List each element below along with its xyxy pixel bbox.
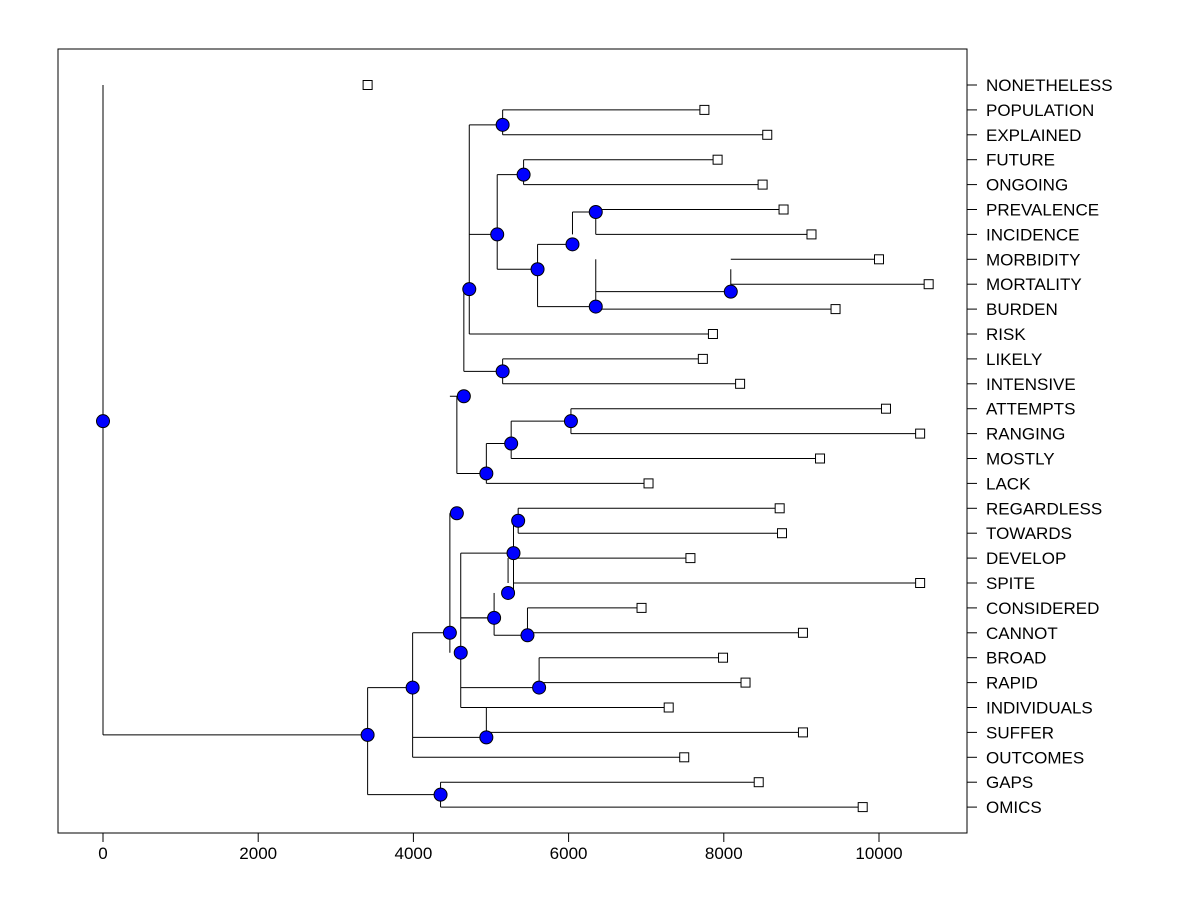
leaf-marker [777,528,787,539]
leaf-label: INDIVIDUALS [986,699,1093,718]
leaf-marker [712,154,723,165]
leaf-marker [636,602,647,613]
leaf-marker [880,403,891,414]
leaf-label: RISK [986,325,1026,344]
cluster-node-marker [442,625,457,640]
cluster-node-marker [563,414,578,429]
cluster-node-marker [495,364,510,379]
leaf-label: LACK [986,474,1031,493]
leaf-label: POPULATION [986,101,1094,120]
leaf-label: EXPLAINED [986,126,1081,145]
cluster-node-marker [433,787,448,802]
cluster-node-marker [405,680,420,695]
leaf-label: ATTEMPTS [986,400,1075,419]
x-axis-tick-label: 8000 [705,844,743,863]
leaf-label: INCIDENCE [986,225,1080,244]
leaf-label: FUTURE [986,151,1055,170]
leaf-label: NONETHELESS [986,76,1113,95]
leaf-marker [774,503,785,514]
leaf-marker [857,802,868,813]
leaf-label: SPITE [986,574,1035,593]
cluster-node-marker [565,237,580,252]
cluster-node-marker [530,262,545,277]
leaf-label: LIKELY [986,350,1042,369]
leaf-marker [923,279,934,290]
leaf-marker [915,578,926,588]
leaf-label: CONSIDERED [986,599,1099,618]
leaf-marker [915,428,926,439]
leaf-marker [735,378,746,389]
cluster-node-marker [516,167,531,182]
leaf-label: BROAD [986,649,1046,668]
leaf-marker [757,179,768,190]
cluster-node-marker [520,628,535,643]
cluster-node-marker [360,727,375,742]
leaf-marker [797,627,808,638]
x-axis-tick-label: 4000 [394,844,432,863]
leaf-label: SUFFER [986,723,1054,742]
leaf-marker [697,353,708,364]
cluster-node-marker [449,506,464,521]
cluster-node-marker [506,546,521,561]
cluster-node-marker [479,466,494,481]
leaf-marker [762,129,773,140]
cluster-node-marker [453,645,468,660]
leaf-label: CANNOT [986,624,1058,643]
leaf-label: DEVELOP [986,549,1066,568]
cluster-node-marker [532,680,547,695]
leaf-marker [815,453,826,464]
cluster-node-marker [456,389,471,404]
leaf-label: MORBIDITY [986,250,1080,269]
leaf-marker [830,304,841,315]
leaf-marker [643,478,654,489]
cluster-node-marker [504,436,519,451]
leaf-label: REGARDLESS [986,499,1102,518]
leaf-marker [685,553,696,564]
leaf-label: OMICS [986,798,1042,817]
leaf-marker [797,727,808,738]
x-axis-tick-label: 10000 [855,844,902,863]
x-axis-tick-label: 2000 [239,844,277,863]
leaf-label: ONGOING [986,176,1068,195]
leaf-label: BURDEN [986,300,1058,319]
leaf-marker [778,204,789,215]
leaf-label: MORTALITY [986,275,1082,294]
leaf-label: OUTCOMES [986,748,1084,767]
x-axis-tick-label: 6000 [550,844,588,863]
cluster-node-marker [487,610,502,625]
leaf-marker [740,677,751,688]
leaf-marker [362,80,373,90]
leaf-marker [663,702,674,713]
leaf-marker [718,652,729,663]
leaf-label: PREVALENCE [986,201,1099,220]
cluster-node-marker [490,227,505,242]
cluster-node-marker [96,414,110,429]
cluster-node-marker [462,282,477,297]
x-axis-tick-label: 0 [98,844,107,863]
cluster-node-marker [588,204,603,219]
leaf-marker [806,229,817,240]
leaf-label: MOSTLY [986,450,1055,469]
plot-frame [57,48,968,834]
leaf-label: INTENSIVE [986,375,1076,394]
leaf-label: RANGING [986,425,1065,444]
leaf-label: TOWARDS [986,524,1072,543]
leaf-label: RAPID [986,674,1038,693]
cluster-node-marker [588,299,603,314]
cluster-node-marker [511,513,526,528]
leaf-label: GAPS [986,773,1033,792]
cluster-node-marker [495,117,510,132]
leaf-marker [707,329,718,339]
leaf-marker [753,777,764,788]
cluster-node-marker [479,730,494,745]
leaf-marker [874,254,884,265]
cluster-node-marker [723,284,738,299]
leaf-marker [679,752,690,763]
cluster-node-marker [501,585,516,600]
leaf-marker [699,104,710,115]
